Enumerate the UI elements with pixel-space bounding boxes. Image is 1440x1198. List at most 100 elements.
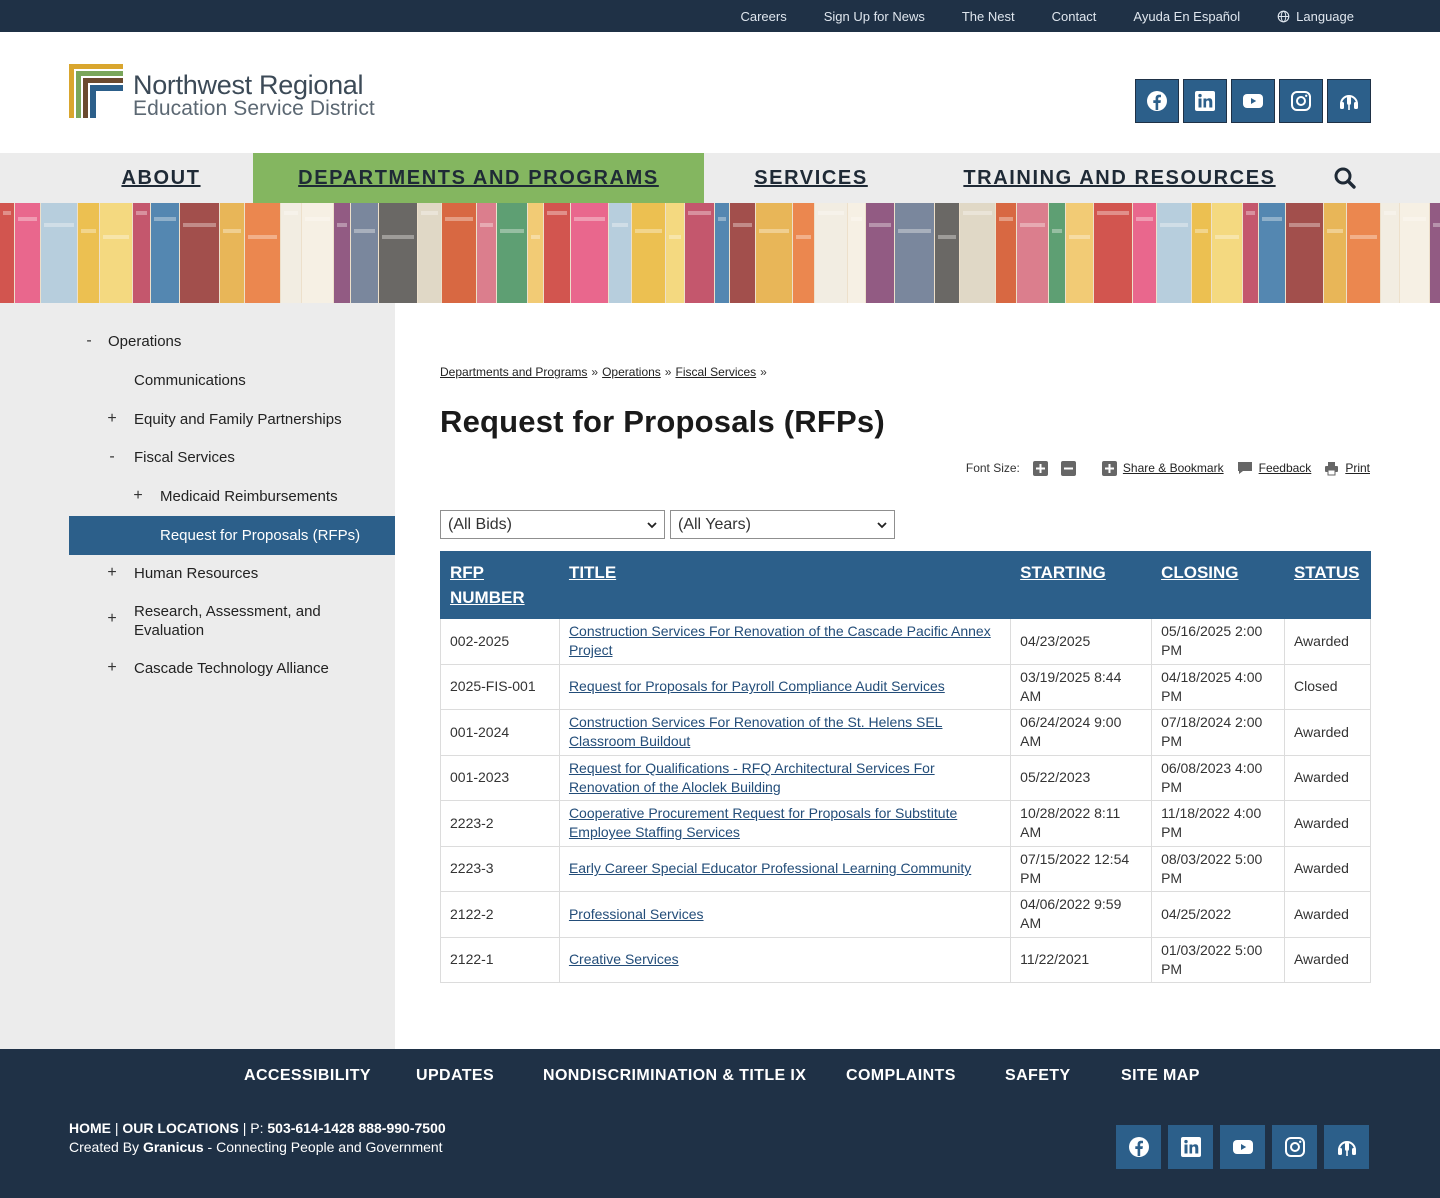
footer-link-site-map[interactable]: SITE MAP [1121,1067,1200,1084]
footer-link-updates[interactable]: UPDATES [416,1067,495,1084]
footer-locations-link[interactable]: OUR LOCATIONS [122,1120,239,1136]
sidebar-item-human-resources[interactable]: + Human Resources [69,561,395,585]
language-selector[interactable]: Language [1277,9,1354,24]
breadcrumb-fiscal-services[interactable]: Fiscal Services [675,365,757,379]
feedback-icon [1237,461,1252,474]
book-spine-band [3,211,11,215]
search-icon[interactable] [1332,165,1358,191]
chevron-down-icon [877,522,887,529]
nav-departments-and-programs[interactable]: DEPARTMENTS AND PROGRAMS [253,153,704,203]
expand-toggle[interactable]: + [107,659,117,676]
sidebar-item-label: Human Resources [134,564,259,582]
header-closing[interactable]: CLOSING [1151,551,1285,619]
footer-link-complaints[interactable]: COMPLAINTS [846,1067,956,1084]
footer-separator: | [114,1120,119,1136]
table-row: 001-2023 Request for Qualifications - RFQ… [440,754,1372,801]
podcast-button[interactable] [1324,1125,1369,1169]
expand-toggle[interactable]: + [107,564,117,581]
facebook-icon [1147,91,1167,111]
bids-filter-select[interactable]: (All Bids) [440,510,665,539]
print-link[interactable]: Print [1345,461,1370,475]
linkedin-button[interactable] [1168,1125,1213,1169]
facebook-button[interactable] [1135,79,1179,123]
instagram-button[interactable] [1279,79,1323,123]
font-increase-icon[interactable] [1032,460,1048,476]
footer-link-nondiscrimination[interactable]: NONDISCRIMINATION & TITLE IX [543,1067,807,1084]
collapse-toggle[interactable]: - [109,448,115,465]
youtube-button[interactable] [1220,1125,1265,1169]
footer-link-safety[interactable]: SAFETY [1005,1067,1071,1084]
footer-link-accessibility[interactable]: ACCESSIBILITY [244,1067,371,1084]
spanish-link[interactable]: Ayuda En Español [1133,8,1241,24]
rfp-number-cell: 2025-FIS-001 [440,663,560,710]
book-spine-band [1327,229,1343,233]
book-spine-band [898,229,931,233]
banner-overlay [0,203,1440,303]
podcast-button[interactable] [1327,79,1371,123]
sidebar-item-label: Equity and Family Partnerships [134,410,342,428]
sidebar-item-operations[interactable]: - Operations [69,329,395,353]
facebook-button[interactable] [1116,1125,1161,1169]
book-spine [571,203,608,303]
book-spine-band [635,229,662,233]
instagram-button[interactable] [1272,1125,1317,1169]
sidebar-item-cascade-technology[interactable]: + Cascade Technology Alliance [69,656,395,680]
rfp-title-link[interactable]: Construction Services For Renovation of … [568,623,991,659]
youtube-button[interactable] [1231,79,1275,123]
rfp-title-link[interactable]: Request for Qualifications - RFQ Archite… [568,759,935,795]
book-spine [1381,203,1399,303]
header-rfp-number[interactable]: RFP NUMBER [440,551,560,619]
expand-toggle[interactable]: + [107,410,117,427]
table-row: 002-2025 Construction Services For Renova… [440,618,1372,665]
utility-links: Careers Sign Up for News The Nest Contac… [703,0,1354,32]
header-status[interactable]: STATUS [1283,551,1372,619]
header-title[interactable]: TITLE [558,551,1012,619]
footer-home-link[interactable]: HOME [69,1120,111,1136]
rfp-title-link[interactable]: Cooperative Procurement Request for Prop… [568,805,958,841]
share-icon [1101,460,1117,476]
sidebar-item-rfps[interactable]: Request for Proposals (RFPs) [69,516,395,555]
expand-toggle[interactable]: + [133,487,143,504]
nav-training-and-resources[interactable]: TRAINING AND RESOURCES [963,166,1276,189]
footer-social [1116,1125,1369,1169]
sidebar-item-equity[interactable]: + Equity and Family Partnerships [69,407,395,431]
book-spine-band [223,229,241,233]
main-nav: ABOUT DEPARTMENTS AND PROGRAMS SERVICES … [0,153,1440,203]
rfp-title-link[interactable]: Request for Proposals for Payroll Compli… [568,678,945,695]
sidebar-item-medicaid[interactable]: + Medicaid Reimbursements [69,484,395,508]
sidebar-item-label: Medicaid Reimbursements [160,487,338,505]
contact-link[interactable]: Contact [1051,8,1097,24]
sidebar-item-fiscal-services[interactable]: - Fiscal Services [69,445,395,469]
rfp-number-cell: 2223-3 [440,845,560,892]
book-spine-band [1246,211,1255,215]
page-title: Request for Proposals (RFPs) [440,404,885,439]
footer-granicus-link[interactable]: Granicus [142,1139,204,1155]
share-bookmark-link[interactable]: Share & Bookmark [1122,461,1224,475]
nav-services[interactable]: SERVICES [754,166,868,189]
rfp-title-link[interactable]: Creative Services [568,951,679,968]
feedback-link[interactable]: Feedback [1258,461,1312,475]
site-logo[interactable]: Northwest Regional Education Service Dis… [69,64,389,120]
nav-about[interactable]: ABOUT [121,166,201,189]
expand-toggle[interactable]: + [107,610,117,627]
book-spine [848,203,865,303]
rfp-title-link[interactable]: Early Career Special Educator Profession… [568,860,972,877]
linkedin-button[interactable] [1183,79,1227,123]
breadcrumb-operations[interactable]: Operations [602,365,661,379]
font-decrease-icon[interactable] [1060,460,1076,476]
rfp-title-link[interactable]: Professional Services [568,905,704,922]
book-spine-band [382,235,414,239]
rfp-number-cell: 002-2025 [440,618,560,665]
rfp-title-link[interactable]: Construction Services For Renovation of … [568,714,943,750]
footer-phone-numbers: 503-614-1428 888-990-7500 [267,1120,446,1136]
years-filter-select[interactable]: (All Years) [670,510,895,539]
header-starting[interactable]: STARTING [1010,551,1153,619]
rfp-status-cell: Awarded [1283,754,1372,801]
news-signup-link[interactable]: Sign Up for News [823,8,925,24]
sidebar-item-communications[interactable]: Communications [69,368,395,392]
sidebar-item-research[interactable]: + Research, Assessment, and Evaluation [69,600,395,642]
breadcrumb-departments[interactable]: Departments and Programs [440,365,588,379]
careers-link[interactable]: Careers [740,8,787,24]
the-nest-link[interactable]: The Nest [961,8,1015,24]
collapse-toggle[interactable]: - [86,332,92,349]
